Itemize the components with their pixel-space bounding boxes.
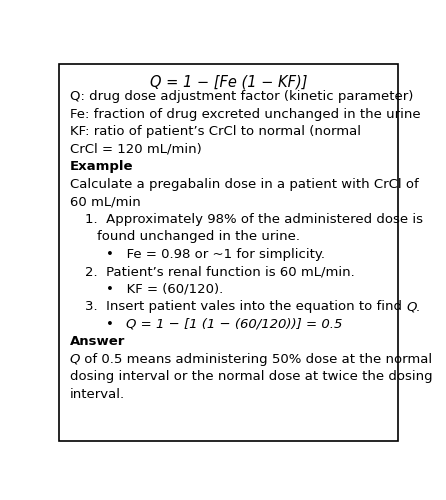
Text: Answer: Answer (70, 336, 125, 348)
Text: 1.  Approximately 98% of the administered dose is: 1. Approximately 98% of the administered… (85, 212, 423, 226)
Text: Q: Q (70, 353, 80, 366)
FancyBboxPatch shape (59, 64, 398, 441)
Text: •: • (106, 318, 127, 331)
Text: 2.  Patient’s renal function is 60 mL/min.: 2. Patient’s renal function is 60 mL/min… (85, 265, 355, 278)
Text: Q = 1 − [1 (1 − (60/120))] = 0.5: Q = 1 − [1 (1 − (60/120))] = 0.5 (127, 318, 343, 331)
Text: of 0.5 means administering 50% dose at the normal: of 0.5 means administering 50% dose at t… (80, 353, 432, 366)
Text: Q.: Q. (406, 300, 421, 313)
Text: found unchanged in the urine.: found unchanged in the urine. (96, 230, 300, 243)
Text: 3.  Insert patient vales into the equation to find: 3. Insert patient vales into the equatio… (85, 300, 406, 313)
Text: Q: drug dose adjustment factor (kinetic parameter): Q: drug dose adjustment factor (kinetic … (70, 90, 413, 103)
Text: CrCl = 120 mL/min): CrCl = 120 mL/min) (70, 142, 201, 156)
Text: Q = 1 − [Fe (1 − KF)]: Q = 1 − [Fe (1 − KF)] (150, 74, 307, 90)
Text: •   Fe = 0.98 or ~1 for simplicity.: • Fe = 0.98 or ~1 for simplicity. (106, 248, 325, 260)
Text: Fe: fraction of drug excreted unchanged in the urine: Fe: fraction of drug excreted unchanged … (70, 108, 420, 120)
Text: dosing interval or the normal dose at twice the dosing: dosing interval or the normal dose at tw… (70, 370, 432, 384)
Text: •   KF = (60/120).: • KF = (60/120). (106, 282, 223, 296)
Text: KF: ratio of patient’s CrCl to normal (normal: KF: ratio of patient’s CrCl to normal (n… (70, 125, 360, 138)
Text: 60 mL/min: 60 mL/min (70, 195, 140, 208)
Text: Example: Example (70, 160, 133, 173)
Text: interval.: interval. (70, 388, 125, 401)
Text: Calculate a pregabalin dose in a patient with CrCl of: Calculate a pregabalin dose in a patient… (70, 178, 418, 190)
